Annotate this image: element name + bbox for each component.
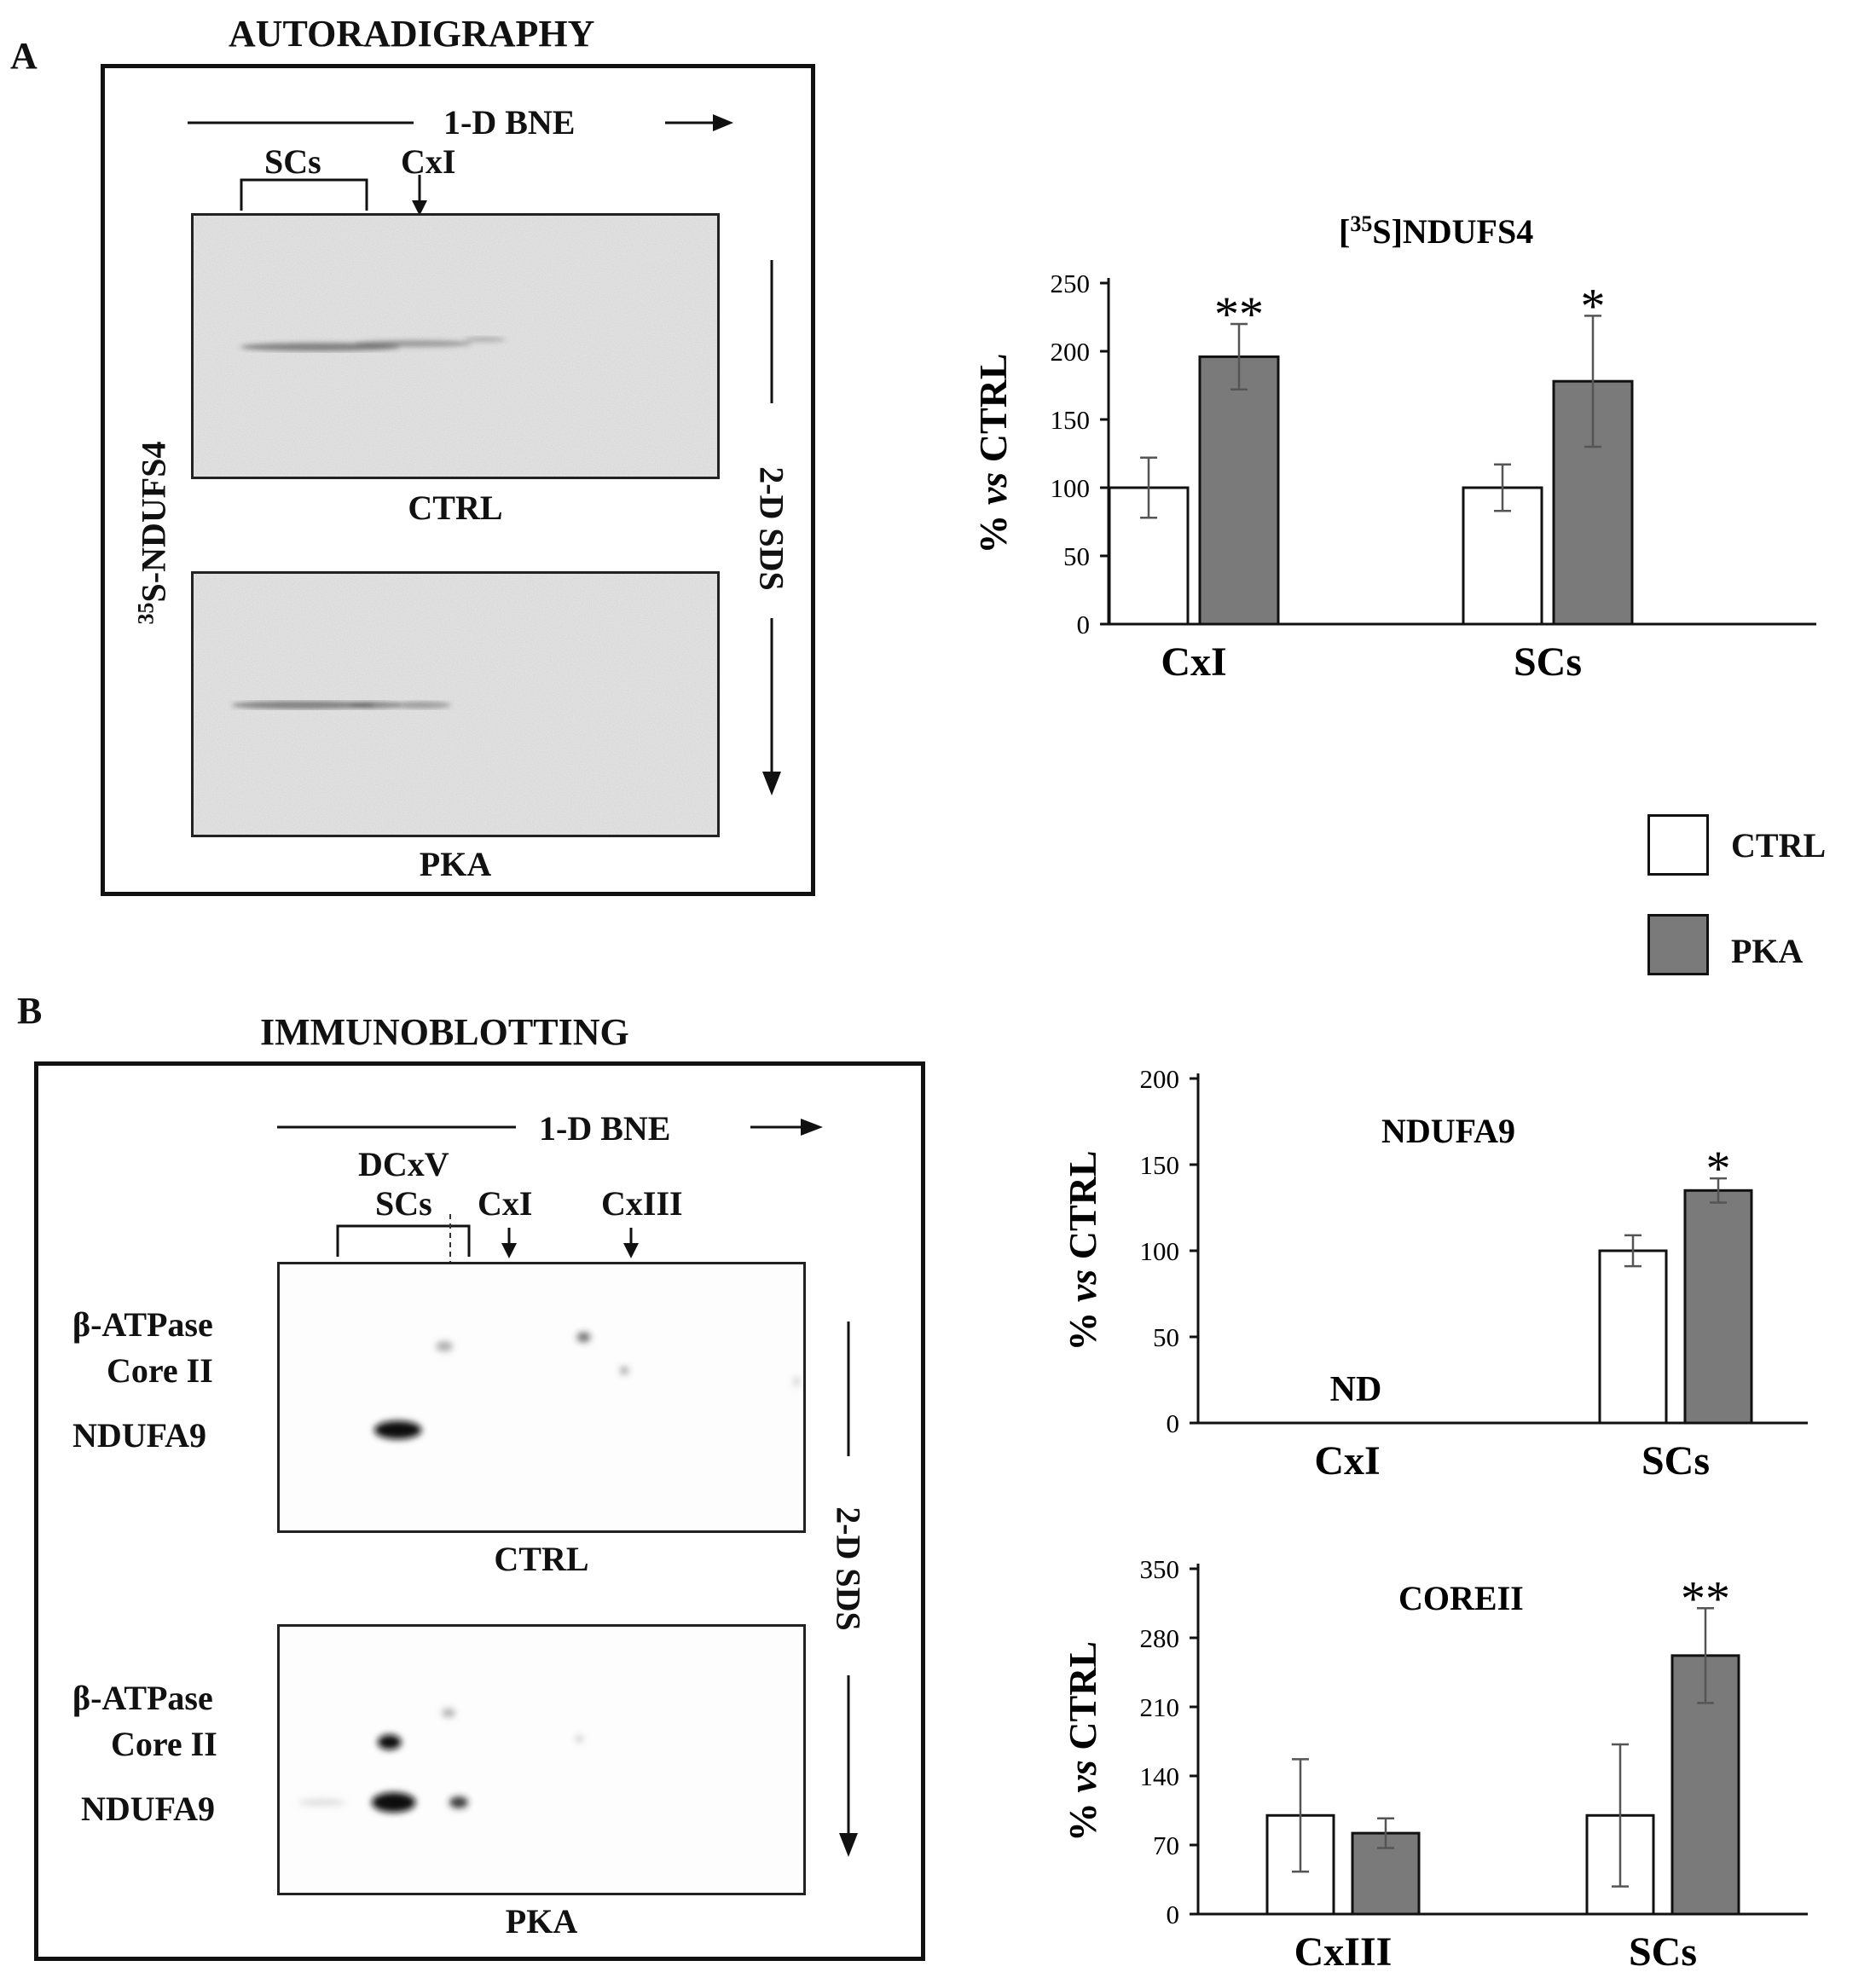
panel-a-cxi-label: CxI — [401, 142, 456, 181]
panel-b-sds-arrow — [839, 1322, 858, 1857]
chart-coreii: COREII % vs CTRL 0 70 140 210 280 350 CxIII SCs ** — [1061, 1554, 1808, 1974]
panel-a-side-label-main: S-NDUFS4 — [134, 441, 173, 603]
panel-b-letter: B — [17, 990, 43, 1032]
panel-b-heading: IMMUNOBLOTTING — [260, 1011, 629, 1053]
chart-ndufs4: [35S]NDUFS4 % vs CTRL 0 50 100 150 200 250 CxI SC… — [971, 211, 1816, 685]
x-tick-label: CxI — [1314, 1438, 1380, 1479]
bar-pka-cxi — [1198, 355, 1280, 626]
y-tick-label: 0 — [1077, 610, 1091, 639]
y-tick-label: 0 — [1167, 1408, 1180, 1438]
y-axis-label: % vs CTRL — [1061, 1641, 1104, 1842]
panel-b-row-label-beta-atpase-pka: β-ATPase — [72, 1679, 213, 1717]
panel-b-pka-label: PKA — [505, 1902, 578, 1940]
y-tick-label: 250 — [1051, 269, 1091, 298]
significance-marker: ** — [1681, 1570, 1730, 1626]
y-tick-label: 140 — [1140, 1761, 1180, 1791]
y-tick-label: 200 — [1140, 1064, 1180, 1094]
y-tick-label: 280 — [1140, 1623, 1180, 1653]
panel-b-row-label-beta-atpase-ctrl: β-ATPase — [72, 1305, 213, 1344]
panel-a-letter: A — [10, 35, 38, 77]
panel-b-ctrl-label: CTRL — [494, 1540, 589, 1578]
panel-b-row-label-ndufa9-pka: NDUFA9 — [81, 1790, 216, 1828]
y-axis-label: % vs CTRL — [971, 353, 1015, 553]
panel-b-row-label-ndufa9-ctrl: NDUFA9 — [72, 1416, 207, 1455]
panel-b-blot-pka — [277, 1624, 806, 1895]
y-tick-label: 0 — [1167, 1900, 1180, 1929]
y-tick-label: 100 — [1140, 1236, 1180, 1266]
y-tick-label: 70 — [1153, 1831, 1179, 1860]
panel-a-scs-label: SCs — [264, 142, 321, 181]
y-tick-label: 100 — [1051, 473, 1091, 503]
significance-marker: ** — [1214, 286, 1264, 342]
panel-b-cxiii-label: CxIII — [601, 1184, 683, 1223]
panel-b-row-label-core-ii-pka: Core II — [111, 1725, 217, 1763]
panel-b-scs-label: SCs — [375, 1184, 432, 1223]
legend-swatch-pka — [1647, 914, 1709, 975]
chart-ndufa9: NDUFA9 % vs CTRL 0 50 100 150 200 CxI SCs * ND — [1061, 1064, 1808, 1479]
bar-ctrl-scs — [1598, 1249, 1668, 1425]
panel-a-heading: AUTORADIGRAPHY — [229, 13, 595, 55]
panel-a-pka-label: PKA — [419, 845, 492, 883]
panel-b-dcxv-label: DCxV — [358, 1145, 449, 1183]
y-tick-label: 150 — [1051, 405, 1091, 435]
chart-title: NDUFA9 — [1381, 1112, 1515, 1150]
significance-marker: * — [1706, 1141, 1731, 1196]
bar-pka-scs — [1683, 1189, 1753, 1425]
y-tick-label: 200 — [1051, 337, 1091, 367]
x-tick-label: SCs — [1514, 639, 1582, 685]
panel-a-side-label: 35S-NDUFS4 — [133, 442, 173, 625]
panel-a-bne-label: 1-D BNE — [443, 103, 576, 142]
y-tick-label: 50 — [1063, 541, 1090, 571]
legend-label-ctrl: CTRL — [1731, 826, 1827, 865]
panel-a-scs-bracket — [240, 178, 368, 211]
panel-a-sds-label: 2-D SDS — [752, 466, 791, 591]
panel-b-sds-label: 2-D SDS — [829, 1507, 868, 1631]
x-tick-label: CxI — [1161, 639, 1226, 685]
y-tick-label: 350 — [1140, 1554, 1180, 1584]
legend-swatch-ctrl — [1647, 814, 1709, 876]
panel-a-cxi-arrow-icon — [412, 175, 427, 216]
nd-label: ND — [1330, 1370, 1382, 1409]
significance-marker: * — [1581, 278, 1606, 333]
panel-a-blot-pka — [191, 571, 720, 837]
panel-b-row-label-core-ii-ctrl: Core II — [107, 1351, 213, 1390]
chart-title: COREII — [1398, 1579, 1524, 1617]
legend-label-pka: PKA — [1731, 932, 1804, 970]
panel-b-bne-arrow — [277, 1119, 823, 1136]
bar-pka-scs — [1670, 1654, 1740, 1916]
y-axis-label: % vs CTRL — [1061, 1150, 1104, 1350]
panel-a-blot-ctrl — [191, 213, 720, 479]
panel-b-cxi-label: CxI — [478, 1184, 533, 1223]
panel-b-bne-label: 1-D BNE — [539, 1109, 671, 1148]
panel-a-ctrl-label: CTRL — [408, 489, 503, 527]
x-tick-label: SCs — [1642, 1438, 1710, 1479]
panel-b-blot-ctrl — [277, 1262, 806, 1533]
chart-title: [35S]NDUFS4 — [1339, 211, 1533, 251]
panel-a-bne-arrow — [188, 114, 733, 131]
y-tick-label: 150 — [1140, 1150, 1180, 1180]
y-tick-label: 210 — [1140, 1692, 1180, 1722]
x-tick-label: SCs — [1629, 1929, 1697, 1974]
y-tick-label: 50 — [1153, 1322, 1179, 1352]
panel-a-sds-arrow — [762, 260, 781, 795]
panel-a-side-label-sup: 35 — [133, 602, 159, 625]
x-tick-label: CxIII — [1294, 1929, 1393, 1974]
